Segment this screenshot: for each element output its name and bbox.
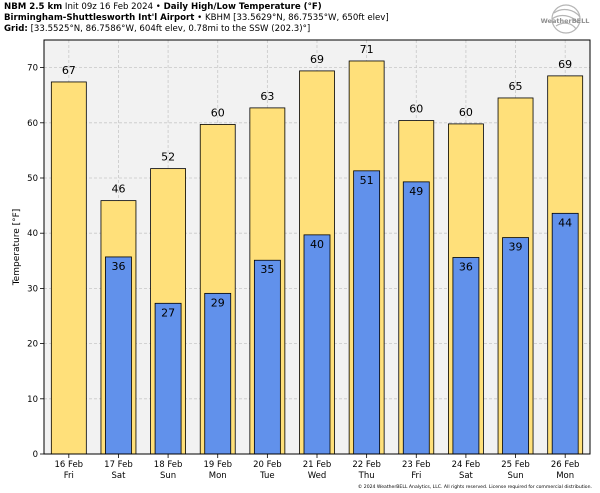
low-temp-bar xyxy=(253,259,281,455)
chart-header: NBM 2.5 km Init 09z 16 Feb 2024 • Daily … xyxy=(4,2,389,35)
x-tick-day-label: Sat xyxy=(459,471,474,481)
y-tick-label: 30 xyxy=(27,284,38,294)
x-tick-day-label: Thu xyxy=(358,471,375,481)
low-temp-bar xyxy=(402,181,430,455)
x-tick-day-label: Mon xyxy=(209,471,227,481)
separator: • xyxy=(155,2,161,12)
grid-info: [33.5525°N, 86.7586°W, 604ft elev, 0.78m… xyxy=(30,24,311,34)
low-temp-bar xyxy=(551,212,579,455)
x-tick-date-label: 25 Feb xyxy=(501,460,530,470)
y-tick-label: 60 xyxy=(27,119,38,129)
low-temp-bar xyxy=(502,237,529,455)
x-tick-date-label: 17 Feb xyxy=(104,460,133,470)
x-tick-day-label: Mon xyxy=(556,471,574,481)
low-temp-label: 36 xyxy=(111,260,125,273)
copyright-footer: © 2024 WeatherBELL Analytics, LLC. All r… xyxy=(357,485,592,490)
high-temp-label: 52 xyxy=(161,151,175,164)
init-time: Init 09z 16 Feb 2024 xyxy=(64,2,154,12)
y-tick-label: 20 xyxy=(27,340,38,350)
y-tick-label: 10 xyxy=(27,395,38,405)
model-name: NBM 2.5 km xyxy=(4,2,63,12)
high-temp-label: 71 xyxy=(360,43,374,56)
logo-text: WeatherBELL xyxy=(541,17,590,25)
x-tick-day-label: Tue xyxy=(259,471,275,481)
high-temp-label: 65 xyxy=(509,80,523,93)
low-temp-label: 36 xyxy=(459,260,473,273)
x-tick-date-label: 16 Feb xyxy=(55,460,84,470)
y-tick-label: 70 xyxy=(27,64,38,74)
low-temp-bar xyxy=(452,257,480,455)
high-temp-bar xyxy=(50,81,87,455)
low-temp-label: 51 xyxy=(360,174,374,187)
low-temp-label: 29 xyxy=(211,296,225,309)
header-line-1: NBM 2.5 km Init 09z 16 Feb 2024 • Daily … xyxy=(4,2,389,13)
high-temp-label: 60 xyxy=(409,103,423,116)
x-tick-date-label: 19 Feb xyxy=(203,460,232,470)
high-temp-label: 63 xyxy=(260,90,274,103)
high-temp-label: 46 xyxy=(111,183,125,196)
high-temp-label: 60 xyxy=(459,106,473,119)
header-line-2: Birmingham-Shuttlesworth Int'l Airport •… xyxy=(4,13,389,24)
low-temp-label: 40 xyxy=(310,238,324,251)
station-info: KBHM [33.5629°N, 86.7535°W, 650ft elev] xyxy=(204,13,389,23)
x-tick-day-label: Fri xyxy=(411,471,421,481)
low-temp-label: 27 xyxy=(161,306,175,319)
low-temp-label: 35 xyxy=(260,263,274,276)
high-temp-label: 67 xyxy=(62,64,76,77)
high-temp-label: 69 xyxy=(310,53,324,66)
high-temp-label: 69 xyxy=(558,58,572,71)
x-tick-date-label: 24 Feb xyxy=(452,460,481,470)
chart-title: Daily High/Low Temperature (°F) xyxy=(163,2,322,12)
header-line-3: Grid: [33.5525°N, 86.7586°W, 604ft elev,… xyxy=(4,24,389,35)
bars xyxy=(50,60,584,455)
low-temp-bar xyxy=(353,170,381,455)
weatherbell-logo: WeatherBELL xyxy=(536,3,594,41)
low-temp-label: 39 xyxy=(509,241,523,254)
low-temp-bar xyxy=(105,256,132,455)
x-tick-date-label: 20 Feb xyxy=(253,460,282,470)
low-temp-label: 44 xyxy=(558,216,572,229)
x-tick-day-label: Fri xyxy=(64,471,74,481)
low-temp-bar xyxy=(154,302,182,455)
x-tick-date-label: 18 Feb xyxy=(154,460,183,470)
y-tick-label: 50 xyxy=(27,174,38,184)
low-temp-bar xyxy=(303,234,331,455)
low-temp-bar xyxy=(204,292,232,455)
data-labels: 67 46 36 52 27 60 29 63 35 69 40 71 51 60 49 60 36 65 39 69… xyxy=(62,43,572,319)
low-temp-label: 49 xyxy=(409,185,423,198)
plot-frame xyxy=(43,39,591,455)
y-axis-label: Temperature [°F] xyxy=(12,209,22,287)
x-tick-date-label: 21 Feb xyxy=(303,460,332,470)
station-name: Birmingham-Shuttlesworth Int'l Airport xyxy=(4,13,195,23)
x-tick-date-label: 23 Feb xyxy=(402,460,431,470)
x-tick-day-label: Sun xyxy=(507,471,523,481)
grid-label: Grid: xyxy=(4,24,28,34)
high-temp-label: 60 xyxy=(211,106,225,119)
y-tick-label: 0 xyxy=(33,450,38,460)
separator: • xyxy=(197,13,203,23)
y-tick-label: 40 xyxy=(27,229,38,239)
logo-swirl-icon: WeatherBELL xyxy=(541,4,590,34)
x-tick-day-label: Sun xyxy=(160,471,176,481)
x-tick-day-label: Sat xyxy=(111,471,126,481)
x-tick-date-label: 22 Feb xyxy=(352,460,381,470)
x-tick-day-label: Wed xyxy=(308,471,327,481)
x-tick-date-label: 26 Feb xyxy=(551,460,580,470)
